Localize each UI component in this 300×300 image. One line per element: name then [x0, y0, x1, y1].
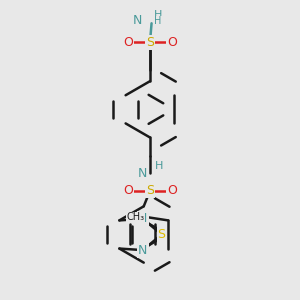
Text: O: O: [167, 36, 177, 49]
Text: S: S: [146, 184, 154, 197]
Text: N: N: [133, 14, 142, 27]
Text: N: N: [138, 212, 148, 225]
Text: S: S: [146, 36, 154, 49]
Text: N: N: [137, 167, 147, 180]
Text: S: S: [158, 228, 166, 241]
Text: N: N: [138, 244, 148, 256]
Text: H: H: [154, 16, 161, 26]
Text: O: O: [167, 184, 177, 197]
Text: H: H: [155, 160, 164, 171]
Text: H: H: [154, 11, 162, 20]
Text: O: O: [123, 184, 133, 197]
Text: O: O: [123, 36, 133, 49]
Text: CH₃: CH₃: [127, 212, 145, 222]
